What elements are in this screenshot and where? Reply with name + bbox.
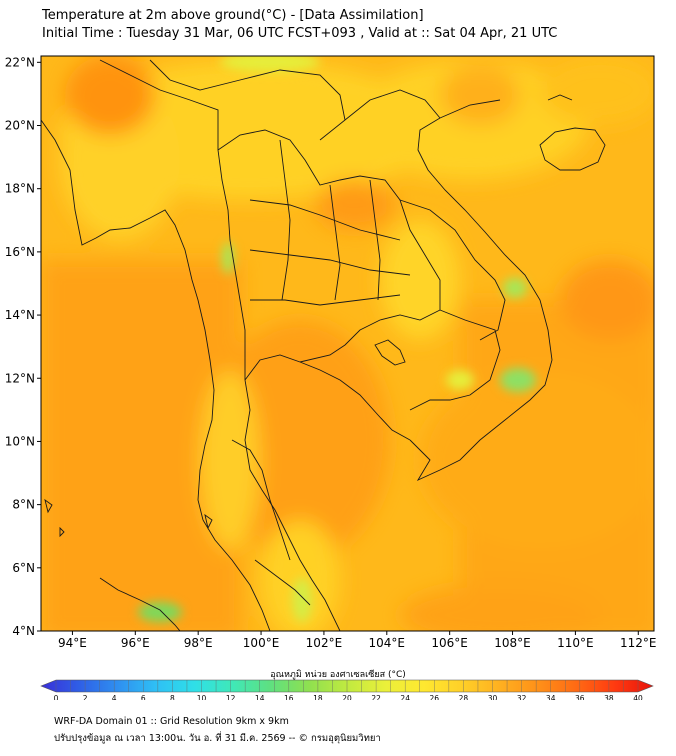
map-title: Temperature at 2m above ground(°C) - [Da… [42, 8, 424, 23]
lat-tick-label: 8°N [12, 498, 35, 512]
colorbar-tick-label: 40 [633, 694, 643, 700]
colorbar-tick-label: 28 [459, 694, 469, 700]
temperature-field [41, 56, 654, 631]
temperature-map: 22°N 20°N 18°N 16°N 14°N 12°N 10°N 8°N 6°N 4°N 94… [5, 55, 657, 700]
colorbar-tick-label: 8 [170, 694, 175, 700]
lon-tick-label: 94°E [58, 636, 87, 650]
lon-tick-label: 108°E [494, 636, 531, 650]
footer-update-info: ปรับปรุงข้อมูล ณ เวลา 13:00น. วัน อ. ที่… [54, 733, 381, 744]
lat-tick-label: 22°N [5, 55, 35, 69]
lat-tick-label: 18°N [5, 182, 35, 196]
lon-tick-label: 100°E [243, 636, 280, 650]
lat-tick-label: 16°N [5, 245, 35, 259]
colorbar-tick-label: 18 [313, 694, 323, 700]
longitude-axis: 94°E 96°E 98°E 100°E 102°E 104°E 106°E 108°E 110… [58, 631, 657, 650]
lat-tick-label: 14°N [5, 308, 35, 322]
colorbar-tick-label: 4 [112, 694, 117, 700]
colorbar-tick-label: 10 [197, 694, 207, 700]
colorbar-tick-label: 22 [371, 694, 381, 700]
colorbar-tick-label: 16 [284, 694, 294, 700]
colorbar-tick-label: 36 [575, 694, 585, 700]
colorbar-tick-label: 26 [430, 694, 440, 700]
colorbar-tick-label: 0 [54, 694, 59, 700]
lon-tick-label: 96°E [121, 636, 150, 650]
colorbar-tick-label: 12 [226, 694, 236, 700]
colorbar-title: อุณหภูมิ หน่วย องศาเซลเซียส (°C) [270, 670, 406, 680]
country-borders [41, 59, 606, 631]
lon-tick-label: 106°E [431, 636, 468, 650]
colorbar-tick-label: 30 [488, 694, 498, 700]
colorbar: 0 2 4 6 8 10 12 14 16 18 20 22 24 26 28 30 32 34 36 38 40 [40, 679, 654, 700]
plot-frame [40, 55, 655, 632]
footer-model-info: WRF-DA Domain 01 :: Grid Resolution 9km … [54, 716, 289, 727]
lat-tick-label: 10°N [5, 434, 35, 448]
colorbar-tick-label: 14 [255, 694, 265, 700]
lat-tick-label: 20°N [5, 119, 35, 133]
colorbar-tick-label: 20 [342, 694, 352, 700]
colorbar-tick-label: 38 [604, 694, 614, 700]
colorbar-tick-label: 6 [141, 694, 146, 700]
colorbar-tick-label: 32 [517, 694, 527, 700]
lat-tick-label: 12°N [5, 371, 35, 385]
colorbar-tick-label: 2 [83, 694, 88, 700]
lon-tick-label: 104°E [369, 636, 406, 650]
lon-tick-label: 112°E [620, 636, 657, 650]
colorbar-ticks: 0 2 4 6 8 10 12 14 16 18 20 22 24 26 28 30 32 34 36 38 40 [54, 680, 643, 700]
latitude-axis: 22°N 20°N 18°N 16°N 14°N 12°N 10°N 8°N 6°N 4°N [5, 55, 41, 638]
lat-tick-label: 6°N [12, 561, 35, 575]
lat-tick-label: 4°N [12, 624, 35, 638]
lon-tick-label: 102°E [306, 636, 343, 650]
colorbar-tick-label: 34 [546, 694, 556, 700]
lon-tick-label: 98°E [184, 636, 213, 650]
colorbar-tick-label: 24 [400, 694, 410, 700]
map-subtitle: Initial Time : Tuesday 31 Mar, 06 UTC FC… [42, 26, 558, 41]
lon-tick-label: 110°E [557, 636, 594, 650]
